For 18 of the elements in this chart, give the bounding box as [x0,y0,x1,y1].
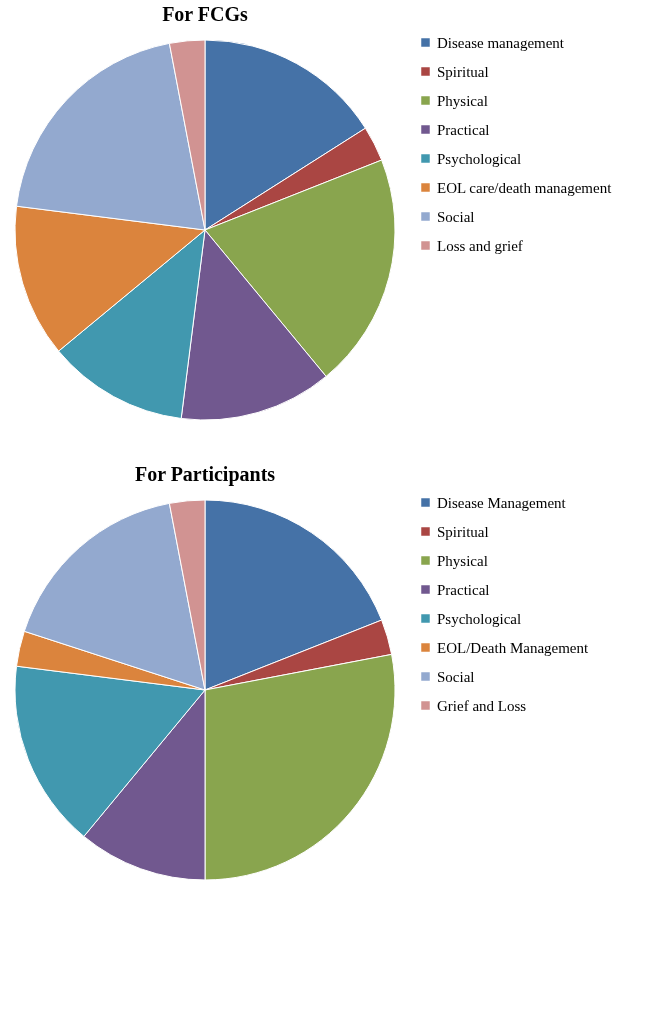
legend-label: Social [437,208,475,225]
chart-title: For Participants [134,463,276,486]
legend-label: Social [437,668,475,685]
legend-label: Physical [437,552,488,569]
legend-label: Grief and Loss [437,697,527,714]
legend-label: Disease management [437,34,565,51]
legend-label: Disease Management [437,494,567,511]
legend-label: Physical [437,92,488,109]
legend-label: Practical [437,121,490,138]
legend-label: EOL/Death Management [437,639,590,656]
chart-title: For FCGs [162,3,249,25]
legend-label: Psychological [437,610,522,627]
legend-label: Practical [437,581,490,598]
legend-label: Spiritual [437,63,489,80]
legend-label: Spiritual [437,523,489,540]
legend-label: EOL care/death management [437,179,613,196]
legend-label: Loss and grief [437,237,523,254]
legend-label: Psychological [437,150,522,167]
